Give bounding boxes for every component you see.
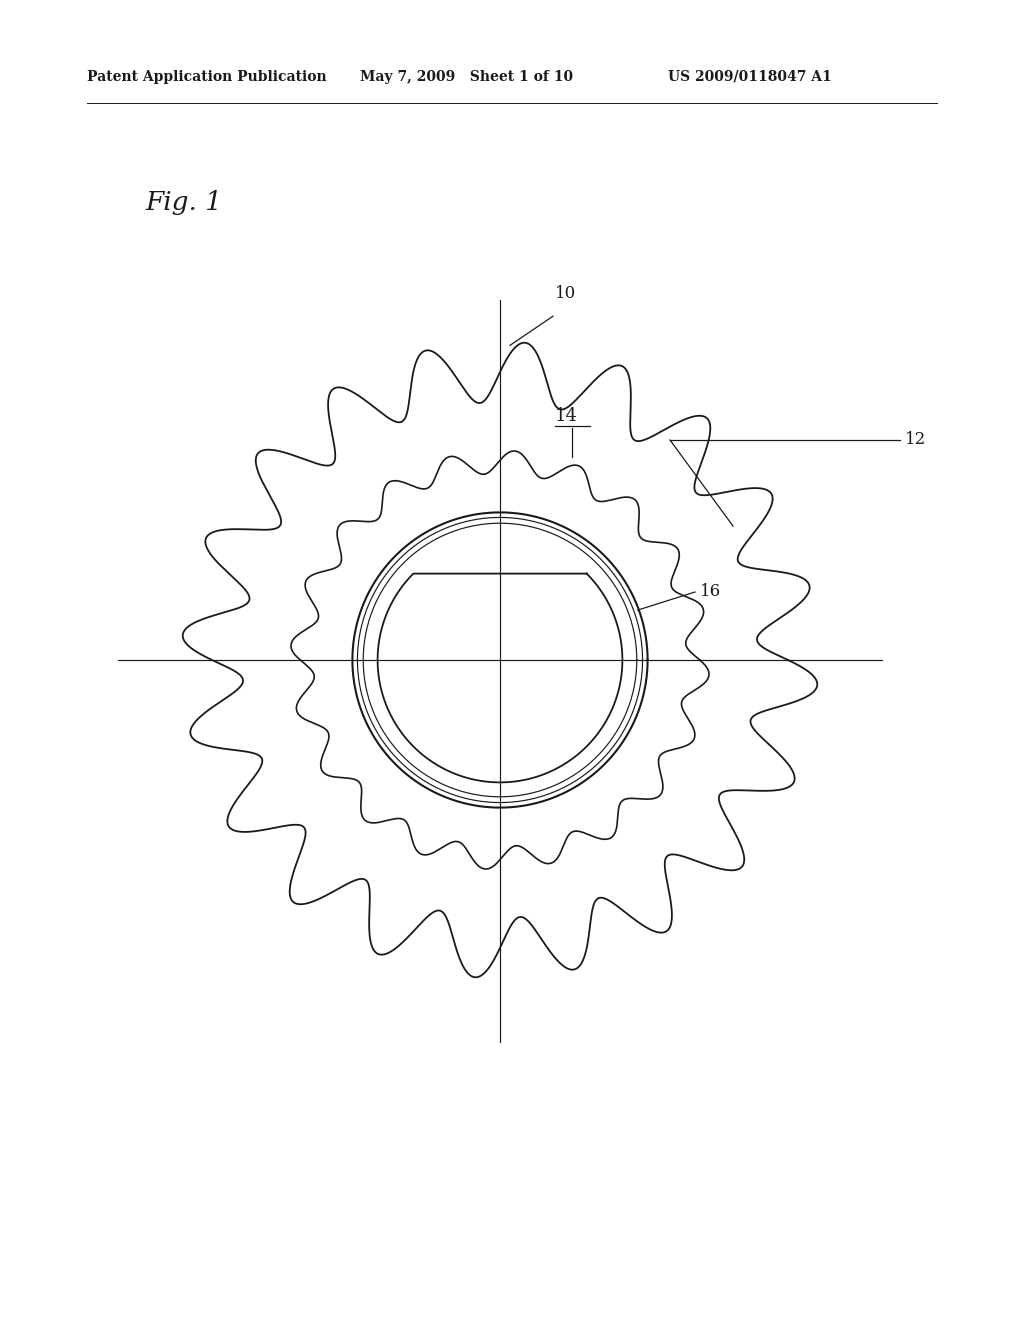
Text: Patent Application Publication: Patent Application Publication [87, 70, 327, 84]
Text: US 2009/0118047 A1: US 2009/0118047 A1 [668, 70, 831, 84]
Text: 10: 10 [555, 285, 577, 302]
Text: Fig. 1: Fig. 1 [145, 190, 222, 215]
Text: 14: 14 [555, 407, 578, 425]
Text: May 7, 2009   Sheet 1 of 10: May 7, 2009 Sheet 1 of 10 [360, 70, 573, 84]
Text: 16: 16 [700, 583, 721, 601]
Text: 12: 12 [905, 432, 927, 449]
